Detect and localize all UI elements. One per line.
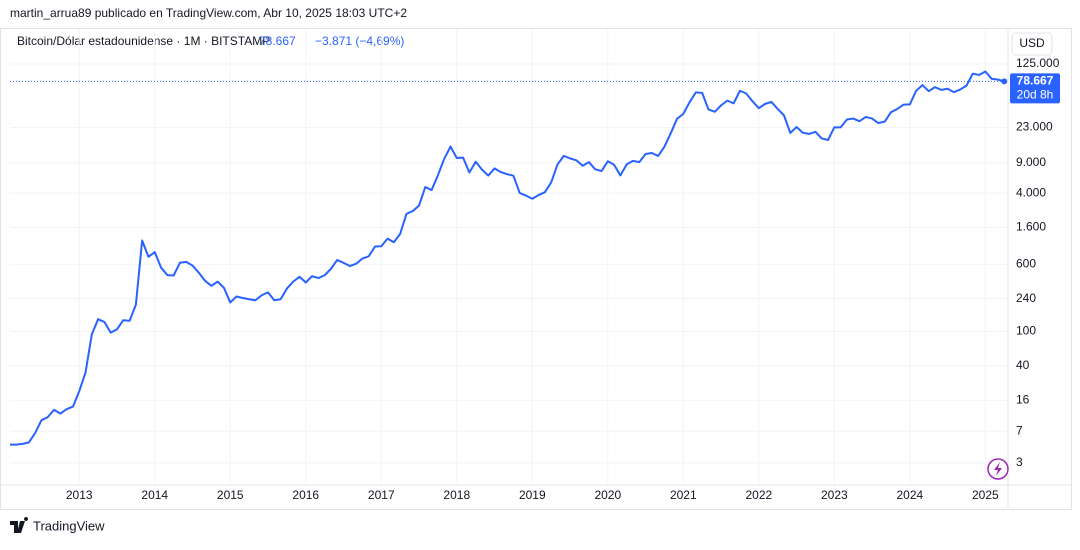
x-tick-label: 2023 (821, 488, 848, 502)
y-tick-label: 9.000 (1016, 155, 1046, 169)
brand: TradingView (33, 518, 105, 533)
price-tag-label: 78.667 (1017, 74, 1054, 88)
x-tick-label: 2024 (896, 488, 923, 502)
y-tick-label: 4.000 (1016, 185, 1046, 199)
x-tick-label: 2014 (141, 488, 168, 502)
frame (0, 28, 1072, 510)
icon-bolt (994, 462, 1002, 476)
logo-mark (10, 517, 29, 533)
x-tick-label: 2019 (519, 488, 546, 502)
y-tick-label: 3 (1016, 455, 1023, 469)
y-tick-label: 23.000 (1016, 120, 1053, 134)
plot (10, 70, 1008, 446)
y-tick-label: 16 (1016, 392, 1030, 406)
grid (10, 29, 1008, 485)
symbol-legend: Bitcoin/Dólar estadounidense · 1M · BITS… (17, 34, 270, 48)
x-tick-label: 2022 (745, 488, 772, 502)
x-tick-label: 2025 (972, 488, 999, 502)
y-tick-label: 1.600 (1016, 220, 1046, 234)
lightning-icon[interactable] (987, 458, 1009, 480)
x-tick-label: 2016 (292, 488, 319, 502)
y-tick-label: 7 (1016, 423, 1023, 437)
y-tick-label: 240 (1016, 291, 1036, 305)
y-tick-label: 40 (1016, 358, 1030, 372)
x-tick-label: 2013 (66, 488, 93, 502)
y-tick-label: 600 (1016, 256, 1036, 270)
logo: TradingView (10, 517, 105, 533)
x-tick-label: 2015 (217, 488, 244, 502)
price-line (10, 70, 1005, 446)
x-tick-label: 2018 (443, 488, 470, 502)
y-tick-label: 125.000 (1016, 56, 1060, 70)
price-tag (1010, 73, 1060, 104)
last-price: 78.667 (259, 34, 296, 48)
x-tick-label: 2021 (670, 488, 697, 502)
last-point (1001, 78, 1008, 85)
y-tick-label: 100 (1016, 324, 1036, 338)
x-tick-label: 2020 (594, 488, 621, 502)
countdown: 20d 8h (1017, 88, 1054, 102)
attribution: martin_arrua89 publicado en TradingView.… (10, 6, 407, 20)
currency-button[interactable] (1011, 32, 1053, 56)
price-change: −3.871 (−4,69%) (315, 34, 404, 48)
x-tick-label: 2017 (368, 488, 395, 502)
currency[interactable]: USD (1019, 36, 1045, 50)
